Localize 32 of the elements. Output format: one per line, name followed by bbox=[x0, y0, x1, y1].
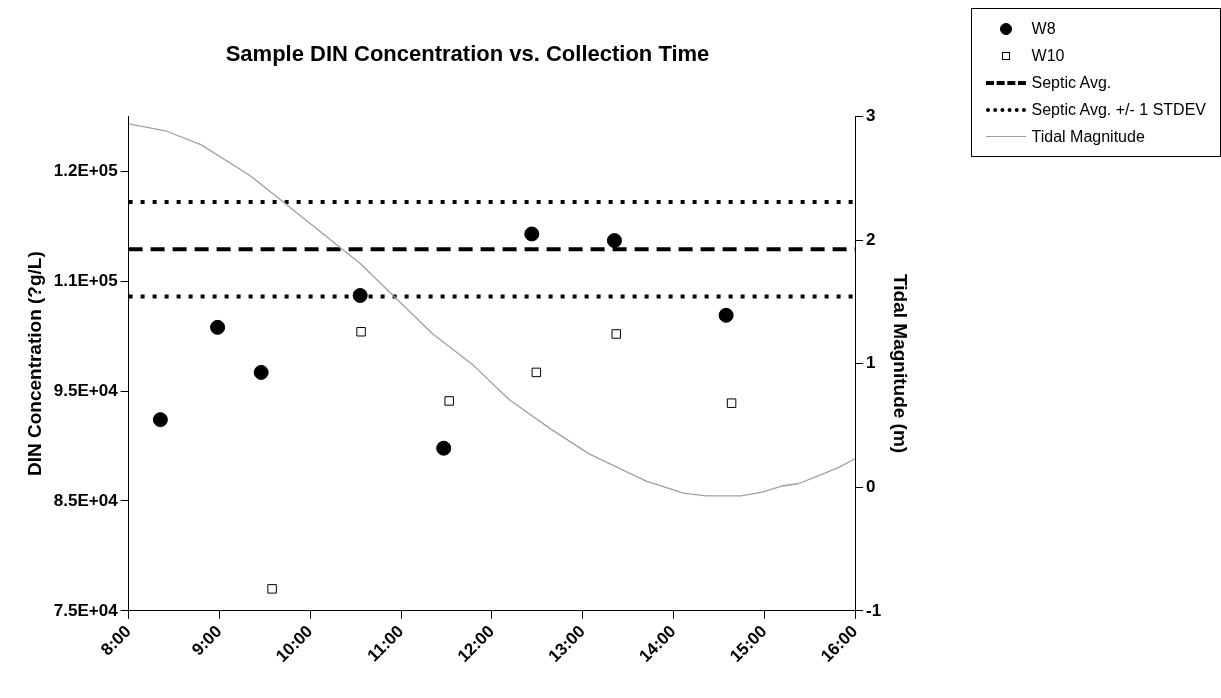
point bbox=[267, 584, 277, 594]
y-axis-title: DIN Concentration (?g/L) bbox=[23, 251, 45, 477]
legend-label: W8 bbox=[1031, 19, 1056, 38]
y2-tick-label: 1 bbox=[866, 353, 876, 373]
point bbox=[444, 396, 454, 406]
point bbox=[352, 287, 368, 303]
point bbox=[611, 329, 621, 339]
y-tick-label: 1.1E+05 bbox=[53, 270, 118, 290]
point bbox=[210, 319, 226, 335]
point bbox=[524, 226, 540, 242]
y-tick-label: 1.2E+05 bbox=[53, 161, 118, 181]
legend-label: Tidal Magnitude bbox=[1031, 127, 1145, 146]
point bbox=[152, 412, 168, 428]
point bbox=[718, 307, 734, 323]
point bbox=[606, 233, 622, 249]
point bbox=[726, 398, 737, 408]
y2-axis-title: Tidal Magnitude (m) bbox=[890, 274, 912, 454]
y2-tick-label: 3 bbox=[866, 106, 876, 126]
point bbox=[356, 327, 366, 337]
legend-label: Septic Avg. +/- 1 STDEV bbox=[1031, 100, 1206, 119]
legend-label: Septic Avg. bbox=[1031, 73, 1112, 92]
chart-title: Sample DIN Concentration vs. Collection Time bbox=[225, 41, 710, 67]
y-tick-label: 8.5E+04 bbox=[53, 490, 119, 510]
y-tick-label: 7.5E+04 bbox=[53, 600, 119, 620]
y2-tick-label: -1 bbox=[866, 600, 882, 620]
point bbox=[253, 364, 269, 380]
y2-tick-label: 2 bbox=[866, 229, 876, 249]
point bbox=[436, 440, 452, 456]
legend-label: W10 bbox=[1031, 46, 1065, 65]
y-tick-label: 9.5E+04 bbox=[53, 380, 119, 400]
y2-tick-label: 0 bbox=[866, 476, 876, 496]
point bbox=[531, 367, 542, 378]
